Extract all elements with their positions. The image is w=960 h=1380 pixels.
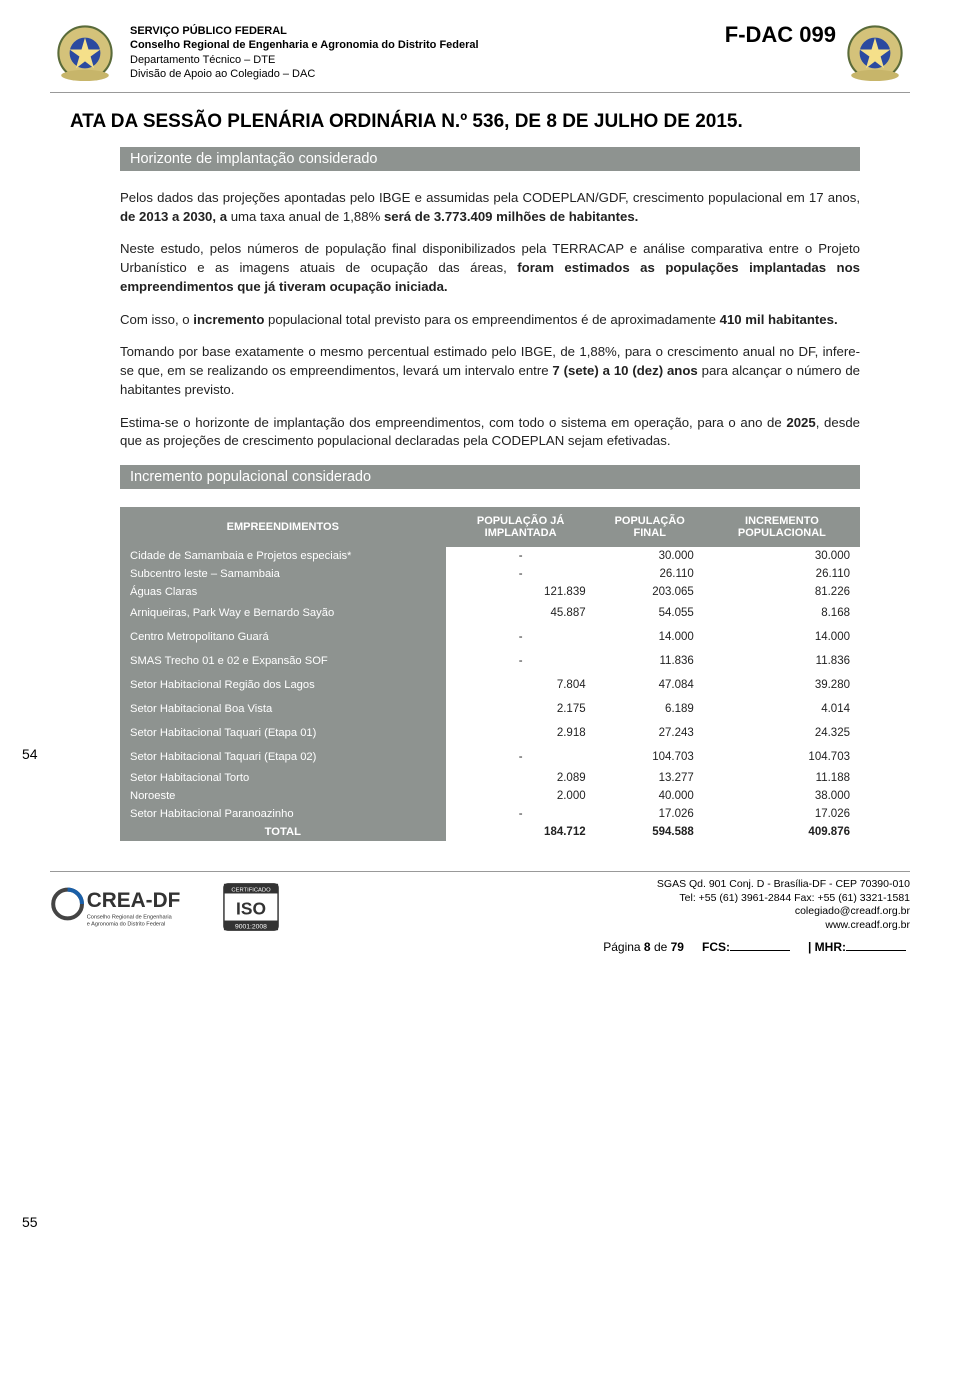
table-row: Cidade de Samambaia e Projetos especiais… bbox=[120, 547, 860, 565]
col-pop-implantada: POPULAÇÃO JÁ IMPLANTADA bbox=[446, 507, 596, 547]
crea-logo-icon: CREA-DF Conselho Regional de Engenharia … bbox=[50, 880, 210, 932]
table-row: Centro Metropolitano Guará-14.00014.000 bbox=[120, 625, 860, 649]
table-row: Noroeste2.00040.00038.000 bbox=[120, 787, 860, 805]
document-title: ATA DA SESSÃO PLENÁRIA ORDINÁRIA N.º 536… bbox=[70, 111, 910, 133]
body-text: Pelos dados das projeções apontadas pelo… bbox=[120, 189, 860, 451]
mhr-field: | MHR: bbox=[808, 940, 906, 954]
population-table: EMPREENDIMENTOS POPULAÇÃO JÁ IMPLANTADA … bbox=[120, 507, 860, 841]
header-line-4: Divisão de Apoio ao Colegiado – DAC bbox=[130, 67, 725, 81]
svg-text:ISO: ISO bbox=[236, 899, 266, 919]
page-footer: CREA-DF Conselho Regional de Engenharia … bbox=[50, 871, 910, 934]
document-header: SERVIÇO PÚBLICO FEDERAL Conselho Regiona… bbox=[50, 18, 910, 93]
svg-text:9001:2008: 9001:2008 bbox=[235, 923, 267, 930]
table-row: Arniqueiras, Park Way e Bernardo Sayão45… bbox=[120, 601, 860, 625]
fcs-field: FCS: bbox=[702, 940, 790, 954]
footer-contact: SGAS Qd. 901 Conj. D - Brasília-DF - CEP… bbox=[290, 878, 910, 933]
table-row: Setor Habitacional Região dos Lagos7.804… bbox=[120, 673, 860, 697]
table-header-row: EMPREENDIMENTOS POPULAÇÃO JÁ IMPLANTADA … bbox=[120, 507, 860, 547]
page-indicator: Página 8 de 79 bbox=[603, 940, 684, 954]
iso-badge-icon: CERTIFICADO ISO 9001:2008 bbox=[222, 878, 280, 934]
paragraph-2: Neste estudo, pelos números de população… bbox=[120, 240, 860, 296]
svg-text:e Agronomia do Distrito Federa: e Agronomia do Distrito Federal bbox=[87, 922, 165, 928]
header-text-block: SERVIÇO PÚBLICO FEDERAL Conselho Regiona… bbox=[120, 18, 725, 81]
svg-text:CERTIFICADO: CERTIFICADO bbox=[231, 888, 271, 894]
section-banner-horizonte: Horizonte de implantação considerado bbox=[120, 147, 860, 171]
section-banner-incremento: Incremento populacional considerado bbox=[120, 465, 860, 489]
national-seal-right-icon bbox=[840, 18, 910, 88]
paragraph-5: Estima-se o horizonte de implantação dos… bbox=[120, 414, 860, 451]
table-row: Águas Claras121.839203.06581.226 bbox=[120, 583, 860, 601]
header-line-1: SERVIÇO PÚBLICO FEDERAL bbox=[130, 24, 725, 38]
line-number-55: 55 bbox=[22, 1214, 38, 1230]
col-pop-final: POPULAÇÃO FINAL bbox=[596, 507, 704, 547]
paragraph-4: Tomando por base exatamente o mesmo perc… bbox=[120, 343, 860, 399]
svg-text:Conselho Regional de Engenhari: Conselho Regional de Engenharia bbox=[87, 914, 173, 920]
table-row: Setor Habitacional Taquari (Etapa 02)-10… bbox=[120, 745, 860, 769]
table-row: SMAS Trecho 01 e 02 e Expansão SOF-11.83… bbox=[120, 649, 860, 673]
table-row-total: TOTAL184.712594.588409.876 bbox=[120, 823, 860, 841]
col-empreendimentos: EMPREENDIMENTOS bbox=[120, 507, 446, 547]
svg-text:CREA-DF: CREA-DF bbox=[87, 889, 181, 912]
form-code: F-DAC 099 bbox=[725, 18, 840, 48]
line-number-54: 54 bbox=[22, 746, 38, 762]
table-row: Setor Habitacional Paranoazinho-17.02617… bbox=[120, 805, 860, 823]
national-seal-left-icon bbox=[50, 18, 120, 88]
table-row: Setor Habitacional Torto2.08913.27711.18… bbox=[120, 769, 860, 787]
table-row: Setor Habitacional Boa Vista2.1756.1894.… bbox=[120, 697, 860, 721]
footer-page-line: Página 8 de 79 FCS: | MHR: bbox=[50, 940, 910, 954]
paragraph-3: Com isso, o incremento populacional tota… bbox=[120, 311, 860, 330]
table-row: Subcentro leste – Samambaia-26.11026.110 bbox=[120, 565, 860, 583]
header-line-2: Conselho Regional de Engenharia e Agrono… bbox=[130, 38, 725, 52]
paragraph-1: Pelos dados das projeções apontadas pelo… bbox=[120, 189, 860, 226]
col-incremento: INCREMENTO POPULACIONAL bbox=[704, 507, 860, 547]
table-row: Setor Habitacional Taquari (Etapa 01)2.9… bbox=[120, 721, 860, 745]
header-line-3: Departamento Técnico – DTE bbox=[130, 53, 725, 67]
